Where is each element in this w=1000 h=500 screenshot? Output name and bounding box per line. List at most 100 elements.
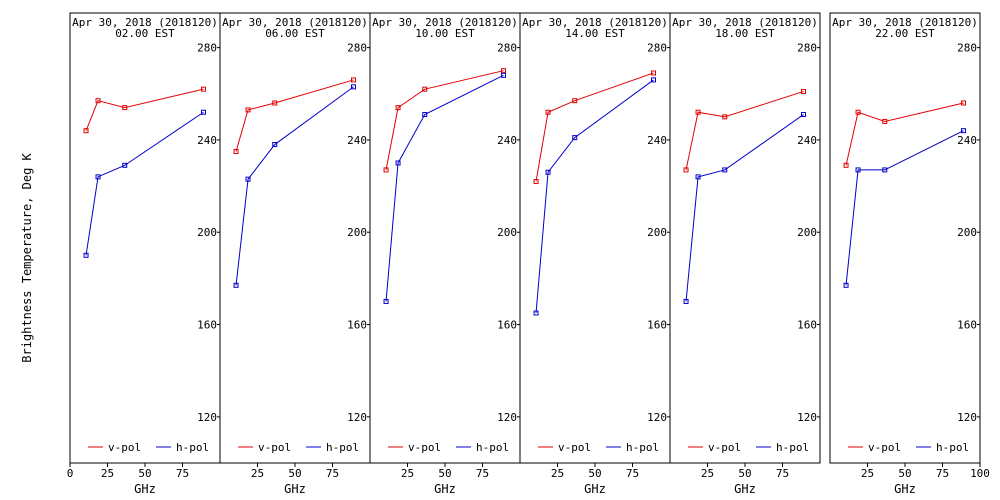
series-line-hpol	[235, 86, 354, 286]
y-tick-label: 200	[647, 226, 667, 239]
data-point-hpol	[233, 282, 239, 288]
x-tick-label: 50	[438, 467, 451, 480]
series-line-hpol	[685, 114, 804, 302]
data-point-hpol	[201, 109, 206, 115]
y-tick-label: 120	[497, 411, 517, 424]
y-tick-label: 280	[957, 42, 977, 55]
y-tick-label: 160	[347, 319, 367, 332]
data-point-vpol	[122, 105, 128, 111]
x-tick-label: 75	[776, 467, 789, 480]
data-point-vpol	[855, 109, 861, 115]
panel-title: Apr 30, 2018 (2018120)	[832, 16, 978, 29]
y-tick-label: 240	[347, 134, 367, 147]
data-point-hpol	[351, 84, 356, 90]
y-tick-label: 200	[957, 226, 977, 239]
x-tick-label: 75	[176, 467, 189, 480]
y-axis-label: Brightness Temperature, Deg K	[20, 152, 34, 362]
panel-subtitle: 10.00 EST	[415, 27, 475, 40]
legend-label-hpol: h-pol	[936, 441, 969, 454]
y-tick-label: 240	[797, 134, 817, 147]
data-point-hpol	[533, 310, 539, 316]
panel-subtitle: 18.00 EST	[715, 27, 775, 40]
x-tick-label: 75	[476, 467, 489, 480]
x-axis-label: GHz	[284, 482, 306, 496]
data-point-vpol	[572, 98, 578, 104]
panel-3: Apr 30, 2018 (2018120)10.00 EST 120 160 200…	[369, 12, 521, 496]
y-tick-label: 160	[497, 319, 517, 332]
data-point-hpol	[683, 298, 689, 304]
data-point-vpol	[683, 167, 689, 173]
data-point-hpol	[843, 282, 849, 288]
data-point-vpol	[233, 148, 239, 154]
series-line-hpol	[385, 74, 504, 302]
series-line-hpol	[535, 79, 654, 314]
panel-title: Apr 30, 2018 (2018120)	[372, 16, 518, 29]
x-tick-label: 100	[970, 467, 990, 480]
data-point-hpol	[722, 167, 728, 173]
panel-title: Apr 30, 2018 (2018120)	[672, 16, 818, 29]
y-tick-label: 120	[197, 411, 217, 424]
data-point-hpol	[545, 169, 551, 175]
data-point-hpol	[855, 167, 861, 173]
series-line-vpol	[235, 79, 354, 152]
panel-2: Apr 30, 2018 (2018120)06.00 EST 120 160 200…	[219, 12, 371, 496]
y-tick-label: 160	[197, 319, 217, 332]
x-tick-label: 25	[101, 467, 114, 480]
x-tick-label: 75	[936, 467, 949, 480]
data-point-vpol	[383, 167, 389, 173]
data-point-hpol	[83, 252, 89, 258]
x-tick-label: 25	[401, 467, 414, 480]
legend-label-hpol: h-pol	[776, 441, 809, 454]
data-point-vpol	[272, 100, 278, 106]
panel-subtitle: 06.00 EST	[265, 27, 325, 40]
x-tick-label: 25	[701, 467, 714, 480]
data-point-vpol	[545, 109, 551, 115]
data-point-hpol	[395, 160, 401, 166]
series-line-vpol	[535, 72, 654, 182]
legend-label-vpol: v-pol	[558, 441, 591, 454]
legend-label-vpol: v-pol	[108, 441, 141, 454]
panel-title: Apr 30, 2018 (2018120)	[222, 16, 368, 29]
y-tick-label: 280	[647, 42, 667, 55]
y-tick-label: 200	[347, 226, 367, 239]
data-point-hpol	[95, 174, 101, 180]
x-tick-label: 75	[626, 467, 639, 480]
panel-1: Apr 30, 2018 (2018120)02.00 EST 120 160 200…	[67, 12, 221, 496]
data-point-vpol	[201, 86, 206, 92]
data-point-hpol	[383, 298, 389, 304]
y-tick-label: 160	[957, 319, 977, 332]
x-tick-label: 75	[326, 467, 339, 480]
panel-4: Apr 30, 2018 (2018120)14.00 EST 120 160 200…	[519, 12, 671, 496]
series-line-hpol	[85, 111, 204, 256]
y-tick-label: 280	[497, 42, 517, 55]
x-axis-label: GHz	[734, 482, 756, 496]
panel-title: Apr 30, 2018 (2018120)	[522, 16, 668, 29]
series-line-vpol	[85, 88, 204, 131]
y-tick-label: 240	[957, 134, 977, 147]
x-tick-label: 50	[738, 467, 751, 480]
x-tick-label: 50	[588, 467, 601, 480]
y-tick-label: 120	[347, 411, 367, 424]
legend-label-hpol: h-pol	[176, 441, 209, 454]
panel-title: Apr 30, 2018 (2018120)	[72, 16, 218, 29]
legend-label-vpol: v-pol	[258, 441, 291, 454]
data-point-hpol	[572, 135, 578, 141]
x-tick-label: 50	[898, 467, 911, 480]
series-line-vpol	[845, 102, 964, 166]
data-point-vpol	[83, 128, 89, 134]
y-tick-label: 280	[197, 42, 217, 55]
legend-label-vpol: v-pol	[708, 441, 741, 454]
panel-subtitle: 14.00 EST	[565, 27, 625, 40]
panel-5: Apr 30, 2018 (2018120)18.00 EST 120 160 200…	[669, 12, 821, 496]
legend-label-hpol: h-pol	[476, 441, 509, 454]
data-point-vpol	[533, 178, 539, 184]
data-point-vpol	[961, 100, 966, 106]
y-tick-label: 160	[797, 319, 817, 332]
x-tick-label: 50	[288, 467, 301, 480]
y-tick-label: 120	[797, 411, 817, 424]
legend-label-vpol: v-pol	[868, 441, 901, 454]
x-axis-label: GHz	[894, 482, 916, 496]
series-line-vpol	[685, 90, 804, 171]
panel-6: Apr 30, 2018 (2018120)22.00 EST 120 160 200…	[829, 12, 990, 496]
data-point-vpol	[245, 107, 251, 113]
